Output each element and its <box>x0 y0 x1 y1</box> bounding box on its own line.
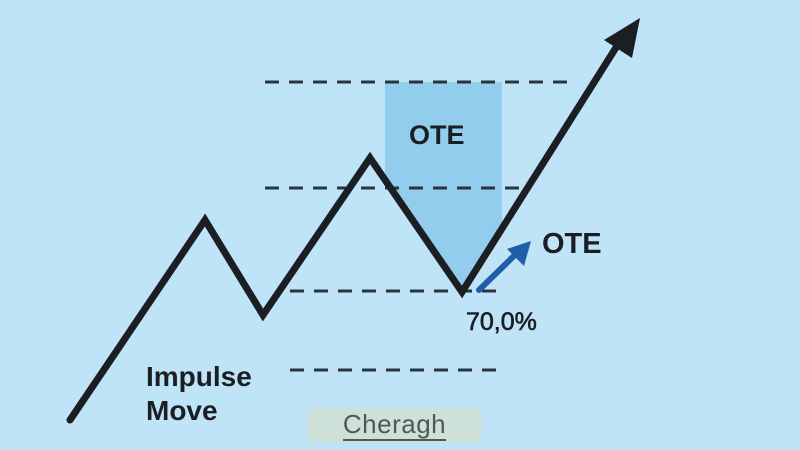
impulse-move-label: Impulse Move <box>146 360 252 428</box>
price-arrowhead-icon <box>604 18 640 58</box>
logo-text: Cheragh <box>342 409 447 441</box>
impulse-line2: Move <box>146 395 218 426</box>
logo: Cheragh <box>307 408 482 442</box>
ote-arrow <box>476 249 521 293</box>
price-path <box>66 34 626 424</box>
ote-arrowhead-icon <box>507 241 531 266</box>
level-percent-label: 70,0% <box>466 308 537 337</box>
ote-arrow-label: OTE <box>542 228 602 260</box>
impulse-line1: Impulse <box>146 361 252 392</box>
ote-zone-label: OTE <box>409 120 465 150</box>
